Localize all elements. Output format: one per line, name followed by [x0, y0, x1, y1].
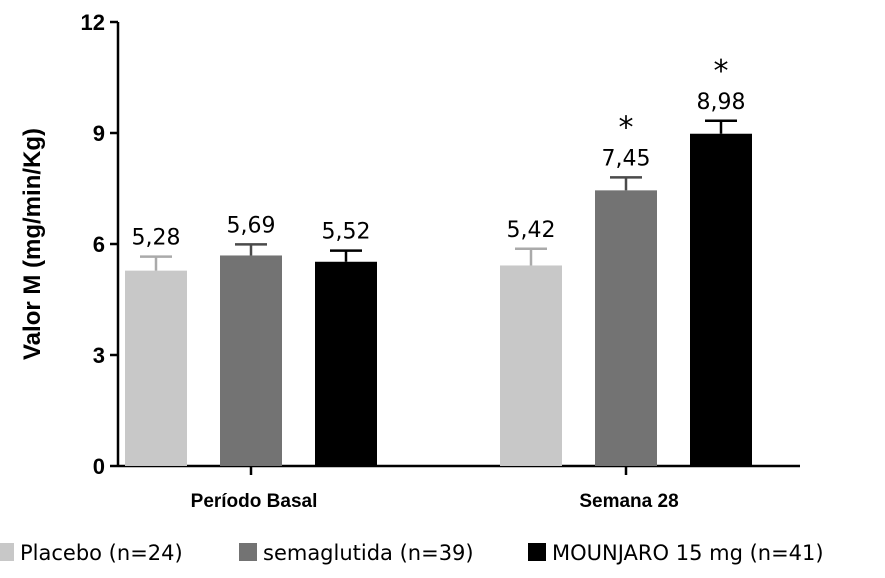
legend-label-2: MOUNJARO 15 mg (n=41) [552, 541, 824, 565]
bar-0-1 [220, 255, 282, 466]
data-label-1-2: 8,98 [697, 90, 746, 115]
x-tick-label-1: Semana 28 [579, 491, 678, 512]
data-label-0-1: 5,69 [227, 213, 276, 238]
bar-1-0 [500, 265, 562, 466]
legend: Placebo (n=24) semaglutida (n=39) MOUNJARO… [0, 541, 824, 565]
y-tick-label-4: 12 [81, 10, 105, 35]
legend-label-0: Placebo (n=24) [20, 541, 183, 565]
bar-1-2 [690, 133, 752, 467]
significance-1-1: * [619, 110, 634, 145]
bar-0-0 [125, 270, 187, 466]
legend-swatch-2 [528, 543, 546, 561]
y-axis-label: Valor M (mg/min/Kg) [19, 128, 46, 360]
data-labels: 5,28 5,69 5,52 5,427,45*8,98* [132, 54, 746, 251]
bar-0-2 [315, 261, 377, 466]
y-tick-label-1: 3 [93, 343, 105, 368]
significance-1-2: * [714, 54, 729, 89]
x-tick-label-0: Período Basal [191, 491, 318, 512]
bars [125, 119, 752, 467]
y-tick-label-3: 9 [93, 121, 105, 146]
y-tick-label-0: 0 [93, 454, 105, 479]
legend-swatch-1 [239, 543, 257, 561]
legend-swatch-0 [0, 543, 14, 561]
data-label-1-0: 5,42 [507, 218, 556, 243]
legend-label-1: semaglutida (n=39) [263, 541, 474, 565]
bar-1-1 [595, 190, 657, 466]
data-label-0-2: 5,52 [322, 220, 371, 245]
data-label-0-0: 5,28 [132, 226, 181, 251]
y-tick-label-2: 6 [93, 232, 105, 257]
data-label-1-1: 7,45 [602, 146, 651, 171]
